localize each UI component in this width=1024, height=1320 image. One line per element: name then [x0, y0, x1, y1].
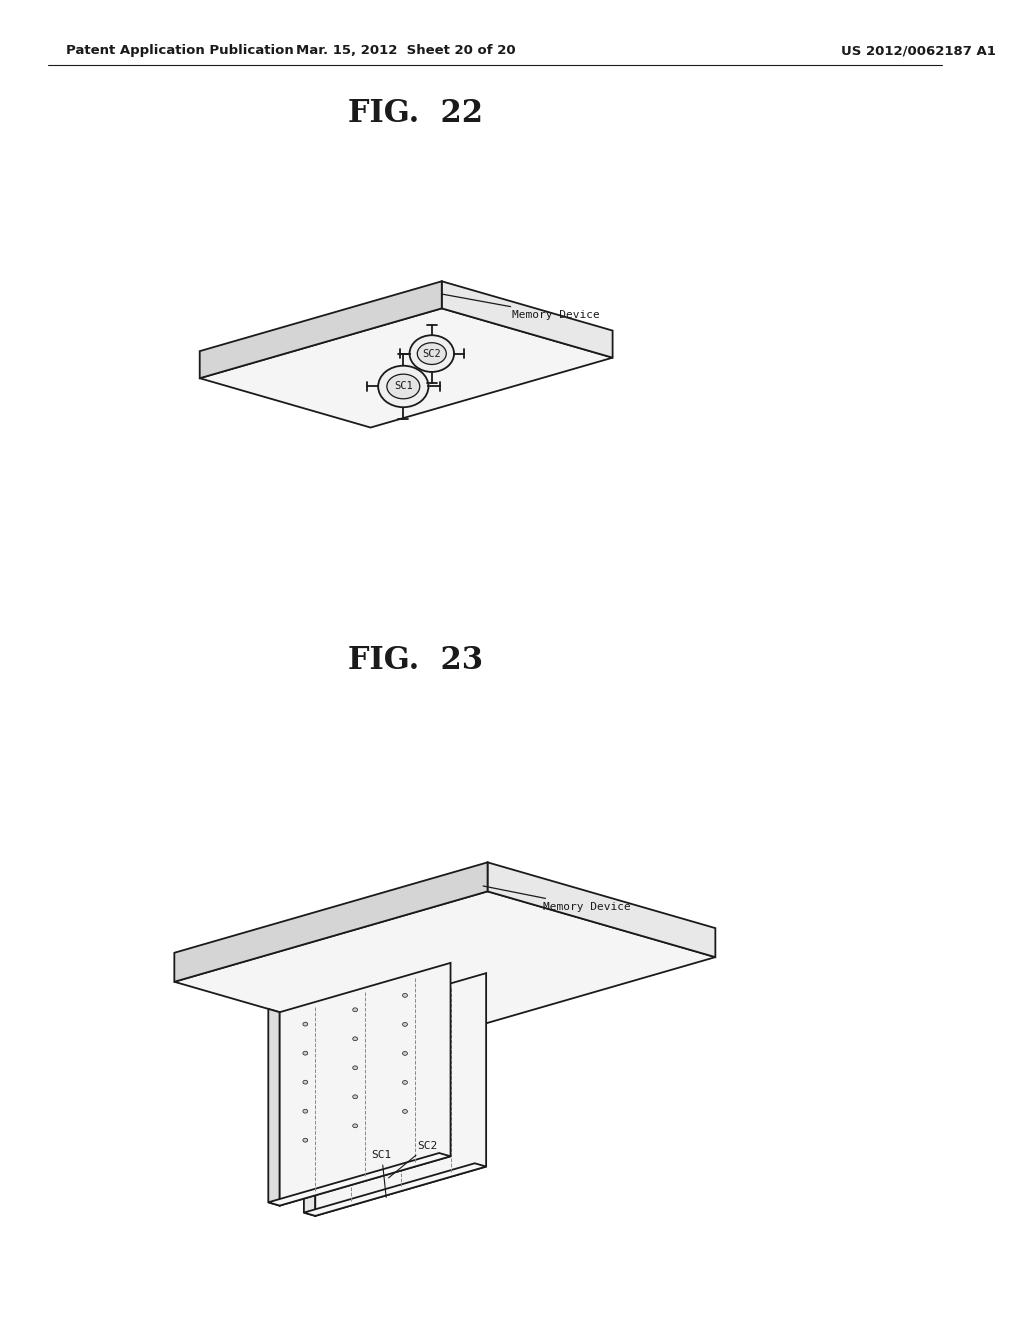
Polygon shape — [174, 862, 487, 982]
Polygon shape — [441, 281, 612, 358]
Ellipse shape — [303, 1080, 308, 1084]
Ellipse shape — [398, 1073, 403, 1077]
Polygon shape — [304, 1163, 486, 1216]
Ellipse shape — [365, 1069, 370, 1073]
Ellipse shape — [303, 1022, 308, 1026]
Ellipse shape — [341, 1061, 346, 1064]
Ellipse shape — [415, 1055, 420, 1059]
Polygon shape — [487, 862, 716, 957]
Ellipse shape — [341, 1147, 346, 1151]
Text: SC1: SC1 — [372, 1150, 392, 1197]
Text: SC2: SC2 — [423, 348, 441, 359]
Ellipse shape — [402, 994, 408, 998]
Ellipse shape — [418, 343, 446, 364]
Ellipse shape — [402, 1110, 408, 1113]
Ellipse shape — [398, 1131, 403, 1135]
Ellipse shape — [409, 342, 455, 364]
Ellipse shape — [387, 374, 420, 399]
Ellipse shape — [341, 1090, 346, 1093]
Polygon shape — [174, 891, 716, 1048]
Ellipse shape — [341, 1118, 346, 1122]
Ellipse shape — [315, 1113, 319, 1117]
Ellipse shape — [315, 1055, 319, 1059]
Text: US 2012/0062187 A1: US 2012/0062187 A1 — [842, 45, 996, 57]
Ellipse shape — [352, 1008, 357, 1011]
Polygon shape — [268, 1152, 451, 1205]
Ellipse shape — [352, 1123, 357, 1127]
Ellipse shape — [410, 335, 454, 372]
Ellipse shape — [365, 1098, 370, 1102]
Text: SC2: SC2 — [389, 1140, 437, 1177]
Ellipse shape — [377, 374, 430, 399]
Polygon shape — [280, 962, 451, 1205]
Ellipse shape — [365, 1040, 370, 1044]
Ellipse shape — [352, 1094, 357, 1098]
Ellipse shape — [303, 1109, 308, 1113]
Ellipse shape — [378, 366, 428, 407]
Ellipse shape — [398, 1044, 403, 1048]
Text: Memory Device: Memory Device — [442, 294, 600, 319]
Text: FIG.  23: FIG. 23 — [348, 644, 483, 676]
Ellipse shape — [315, 1026, 319, 1030]
Polygon shape — [315, 973, 486, 1216]
Ellipse shape — [303, 1051, 308, 1055]
Ellipse shape — [352, 1065, 357, 1069]
Polygon shape — [200, 309, 612, 428]
Polygon shape — [268, 1008, 280, 1205]
Ellipse shape — [415, 1084, 420, 1088]
Polygon shape — [304, 1019, 315, 1216]
Ellipse shape — [402, 1023, 408, 1027]
Text: FIG.  22: FIG. 22 — [348, 98, 483, 129]
Ellipse shape — [398, 1015, 403, 1019]
Ellipse shape — [398, 1102, 403, 1106]
Text: Mar. 15, 2012  Sheet 20 of 20: Mar. 15, 2012 Sheet 20 of 20 — [296, 45, 516, 57]
Ellipse shape — [303, 1138, 308, 1142]
Ellipse shape — [415, 1026, 420, 1030]
Ellipse shape — [341, 1032, 346, 1035]
Text: SC1: SC1 — [394, 381, 413, 392]
Ellipse shape — [315, 1084, 319, 1088]
Ellipse shape — [415, 997, 420, 1001]
Text: Memory Device: Memory Device — [483, 886, 631, 912]
Ellipse shape — [365, 1011, 370, 1015]
Ellipse shape — [402, 1081, 408, 1084]
Ellipse shape — [402, 1052, 408, 1055]
Ellipse shape — [352, 1036, 357, 1040]
Polygon shape — [200, 281, 441, 379]
Text: Patent Application Publication: Patent Application Publication — [66, 45, 294, 57]
